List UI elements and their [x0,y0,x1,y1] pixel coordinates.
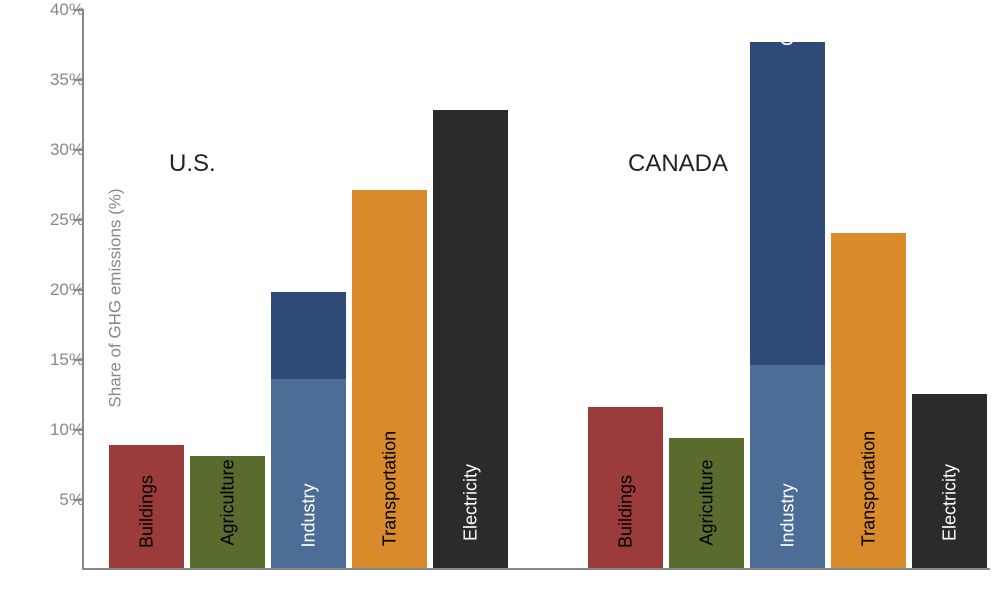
group-title: U.S. [169,150,216,178]
stack-label: Oil and Gas [777,0,798,46]
bar-buildings: Buildings [109,445,184,568]
bar-label: Industry [777,483,798,547]
bar-label: Electricity [939,463,960,540]
stack-label: Oil and Gas [298,98,319,193]
bar-segment-oil-and-gas: Oil and Gas [750,42,825,365]
bar-label: Transportation [379,431,400,546]
bar-label: Buildings [615,474,636,547]
bar-label: Buildings [136,474,157,547]
emissions-chart: Share of GHG emissions (%) U.S.Buildings… [0,0,1000,596]
bar-label: Industry [298,483,319,547]
bar-agriculture: Agriculture [669,438,744,568]
y-tick-label: 25% [50,210,84,230]
bar-electricity: Electricity [912,394,987,568]
bar-transportation: Transportation [831,233,906,568]
bar-label: Transportation [858,431,879,546]
bar-label: Agriculture [217,459,238,545]
bar-agriculture: Agriculture [190,456,265,568]
y-tick-label: 30% [50,140,84,160]
plot-area: U.S. Buildings Agriculture Industry Oil and … [82,10,990,570]
bar-transportation: Transportation [352,190,427,568]
y-tick-label: 20% [50,280,84,300]
y-tick-label: 10% [50,420,84,440]
group-title: CANADA [628,150,728,178]
y-tick-label: 5% [59,490,84,510]
bar-label: Electricity [460,463,481,540]
y-tick-label: 15% [50,350,84,370]
bar-segment-oil-and-gas: Oil and Gas [271,292,346,379]
y-tick-label: 40% [50,0,84,20]
bar-electricity: Electricity [433,110,508,568]
bar-label: Agriculture [696,459,717,545]
bar-buildings: Buildings [588,407,663,568]
y-tick-label: 35% [50,70,84,90]
